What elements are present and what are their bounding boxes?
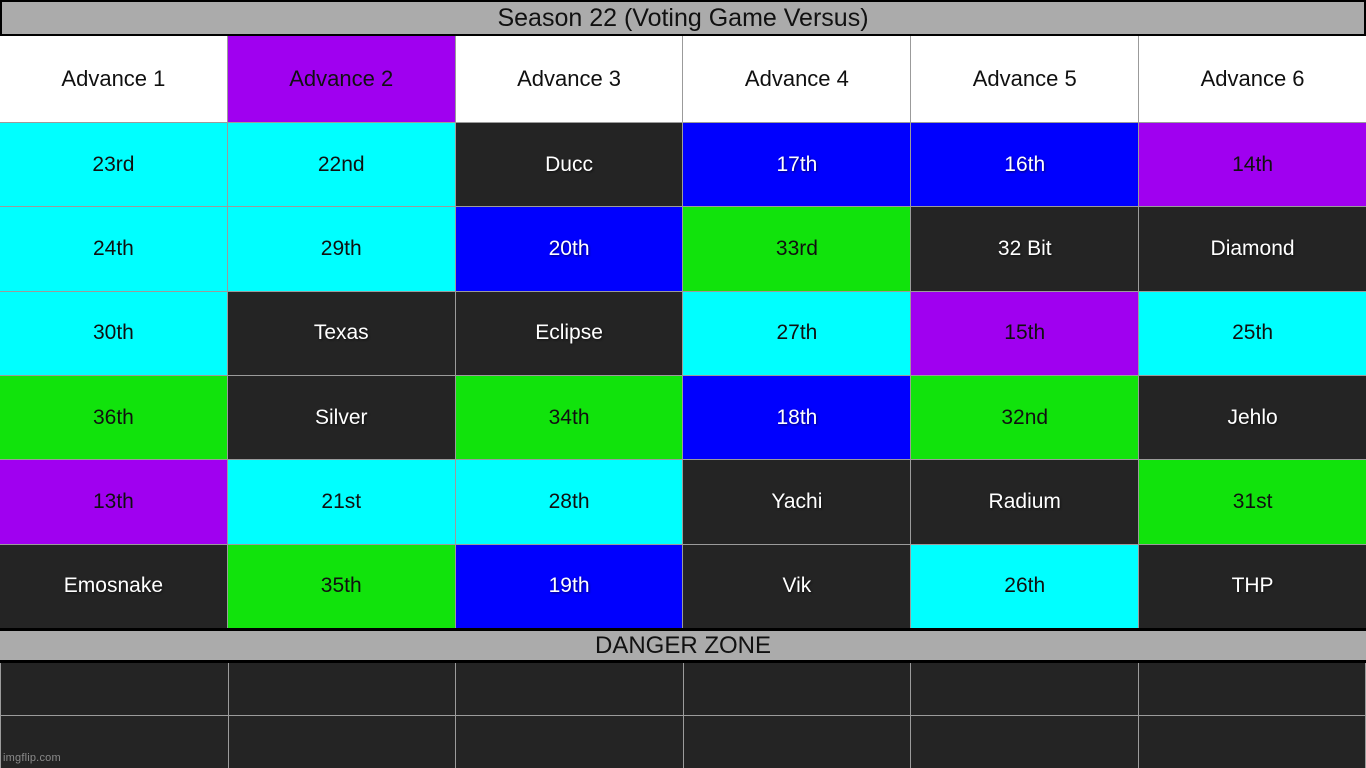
grid-cell-r3c2: Texas xyxy=(227,291,455,375)
table-title: Season 22 (Voting Game Versus) xyxy=(0,0,1366,36)
danger-cell-r1c1 xyxy=(1,663,228,715)
danger-cell-r1c2 xyxy=(228,663,455,715)
grid-cell-r2c3: 20th xyxy=(455,207,683,291)
grid-cell-r4c4: 18th xyxy=(683,376,911,460)
grid-cell-r4c3: 34th xyxy=(455,376,683,460)
grid-cell-r5c3: 28th xyxy=(455,460,683,544)
grid-cell-r6c4: Vik xyxy=(683,544,911,628)
danger-zone-grid xyxy=(0,663,1366,768)
grid-cell-r1c4: 17th xyxy=(683,123,911,207)
grid-cell-r6c3: 19th xyxy=(455,544,683,628)
danger-cell-r2c6 xyxy=(1138,716,1365,768)
danger-zone-title: DANGER ZONE xyxy=(0,628,1366,663)
grid-cell-r4c6: Jehlo xyxy=(1139,376,1366,460)
imgflip-watermark: imgflip.com xyxy=(3,752,61,764)
grid-cell-r3c6: 25th xyxy=(1139,291,1366,375)
danger-cell-r2c3 xyxy=(456,716,683,768)
danger-cell-r1c3 xyxy=(456,663,683,715)
grid-cell-r4c2: Silver xyxy=(227,376,455,460)
header-cell-advance-6: Advance 6 xyxy=(1139,36,1366,122)
grid-cell-r6c1: Emosnake xyxy=(0,544,227,628)
danger-cell-r1c4 xyxy=(683,663,910,715)
grid-cell-r5c1: 13th xyxy=(0,460,227,544)
grid-cell-r2c2: 29th xyxy=(227,207,455,291)
header-cell-advance-4: Advance 4 xyxy=(683,36,911,122)
grid-cell-r2c5: 32 Bit xyxy=(911,207,1139,291)
grid-cell-r1c5: 16th xyxy=(911,123,1139,207)
grid-cell-r5c5: Radium xyxy=(911,460,1139,544)
header-cell-advance-1: Advance 1 xyxy=(0,36,227,122)
grid-cell-r4c1: 36th xyxy=(0,376,227,460)
danger-cell-r2c4 xyxy=(683,716,910,768)
grid-cell-r2c4: 33rd xyxy=(683,207,911,291)
grid-cell-r2c6: Diamond xyxy=(1139,207,1366,291)
grid-cell-r5c2: 21st xyxy=(227,460,455,544)
grid-cell-r6c6: THP xyxy=(1139,544,1366,628)
grid-cell-r1c2: 22nd xyxy=(227,123,455,207)
grid-cell-r5c4: Yachi xyxy=(683,460,911,544)
grid-cell-r6c2: 35th xyxy=(227,544,455,628)
danger-cell-r2c5 xyxy=(911,716,1138,768)
grid-cell-r1c3: Ducc xyxy=(455,123,683,207)
grid-cell-r3c5: 15th xyxy=(911,291,1139,375)
grid-cell-r5c6: 31st xyxy=(1139,460,1366,544)
grid-cell-r3c3: Eclipse xyxy=(455,291,683,375)
danger-cell-r1c5 xyxy=(911,663,1138,715)
advance-grid: Advance 1 Advance 2 Advance 3 Advance 4 Adva… xyxy=(0,36,1366,628)
header-cell-advance-2: Advance 2 xyxy=(227,36,455,122)
grid-cell-r3c1: 30th xyxy=(0,291,227,375)
grid-cell-r6c5: 26th xyxy=(911,544,1139,628)
danger-cell-r2c1 xyxy=(1,716,228,768)
grid-cell-r2c1: 24th xyxy=(0,207,227,291)
danger-cell-r1c6 xyxy=(1138,663,1365,715)
grid-cell-r3c4: 27th xyxy=(683,291,911,375)
header-cell-advance-5: Advance 5 xyxy=(911,36,1139,122)
grid-cell-r4c5: 32nd xyxy=(911,376,1139,460)
grid-cell-r1c6: 14th xyxy=(1139,123,1366,207)
grid-cell-r1c1: 23rd xyxy=(0,123,227,207)
danger-cell-r2c2 xyxy=(228,716,455,768)
header-cell-advance-3: Advance 3 xyxy=(455,36,683,122)
